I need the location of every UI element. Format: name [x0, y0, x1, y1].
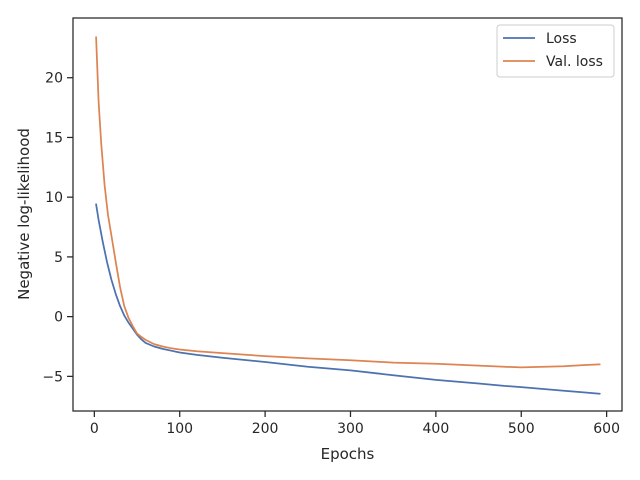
x-tick-label: 500	[508, 421, 535, 437]
series-lines	[95, 36, 601, 395]
y-axis: −5 0 5 10 15 20	[42, 71, 73, 385]
legend-label-val-loss: Val. loss	[546, 54, 603, 70]
y-tick-label: 20	[45, 71, 63, 87]
x-tick-label: 600	[593, 421, 620, 437]
plot-area	[72, 17, 623, 412]
x-tick-label: 100	[166, 421, 193, 437]
x-tick-label: 0	[90, 421, 99, 437]
legend-label-loss: Loss	[546, 31, 577, 47]
x-axis-label: Epochs	[321, 445, 375, 463]
series-line-loss	[95, 203, 601, 395]
y-tick-label: 5	[54, 250, 63, 266]
series-line-val-loss	[95, 36, 601, 369]
x-tick-label: 200	[252, 421, 279, 437]
y-tick-label: −5	[42, 369, 63, 385]
legend: Loss Val. loss	[496, 24, 615, 78]
y-tick-label: 10	[45, 190, 63, 206]
y-tick-label: 0	[54, 310, 63, 326]
y-tick-label: 15	[45, 130, 63, 146]
x-tick-label: 300	[337, 421, 364, 437]
x-axis: 0 100 200 300 400 500 600	[90, 411, 620, 437]
x-tick-label: 400	[423, 421, 450, 437]
y-axis-label: Negative log-likelihood	[15, 128, 33, 300]
